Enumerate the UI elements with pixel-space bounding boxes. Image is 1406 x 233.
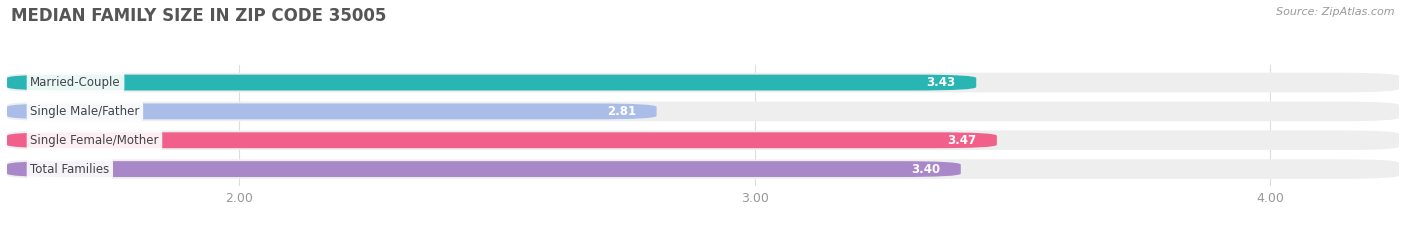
Text: Total Families: Total Families: [30, 163, 110, 176]
FancyBboxPatch shape: [7, 73, 1399, 92]
Text: 2.81: 2.81: [607, 105, 636, 118]
Text: Single Female/Mother: Single Female/Mother: [30, 134, 159, 147]
Text: Single Male/Father: Single Male/Father: [30, 105, 139, 118]
FancyBboxPatch shape: [7, 161, 960, 177]
FancyBboxPatch shape: [7, 75, 976, 90]
Text: Source: ZipAtlas.com: Source: ZipAtlas.com: [1277, 7, 1395, 17]
FancyBboxPatch shape: [7, 132, 997, 148]
FancyBboxPatch shape: [7, 103, 657, 119]
FancyBboxPatch shape: [7, 130, 1399, 150]
FancyBboxPatch shape: [7, 102, 1399, 121]
Text: MEDIAN FAMILY SIZE IN ZIP CODE 35005: MEDIAN FAMILY SIZE IN ZIP CODE 35005: [11, 7, 387, 25]
FancyBboxPatch shape: [7, 159, 1399, 179]
Text: Married-Couple: Married-Couple: [30, 76, 121, 89]
Text: 3.47: 3.47: [948, 134, 976, 147]
Text: 3.43: 3.43: [927, 76, 956, 89]
Text: 3.40: 3.40: [911, 163, 941, 176]
